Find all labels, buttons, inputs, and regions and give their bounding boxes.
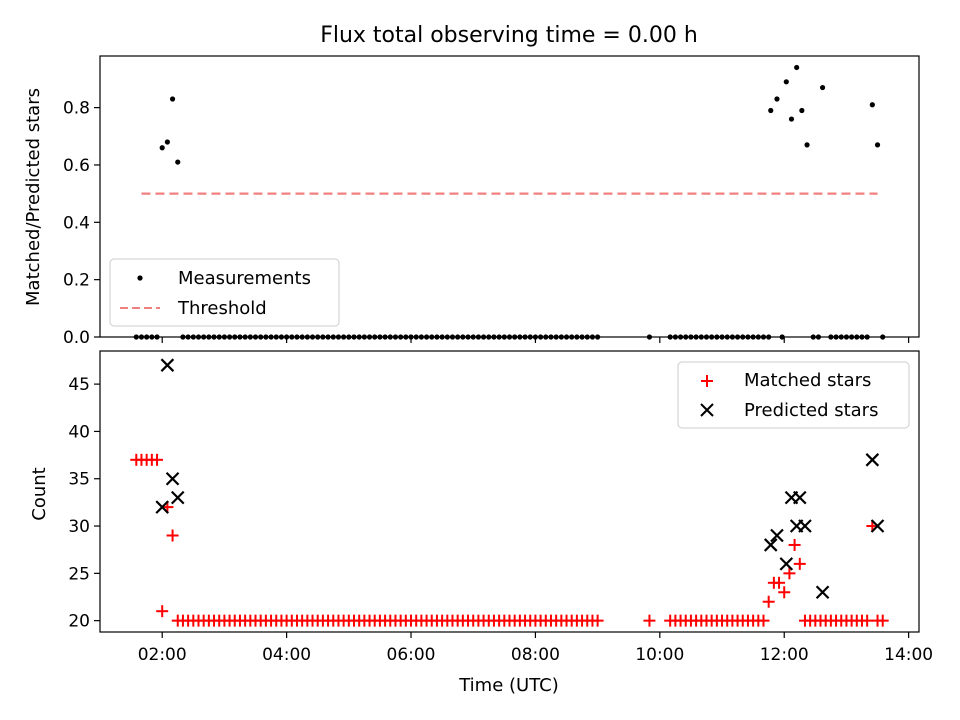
bottom-x-ticks: 02:00 04:00 06:00 08:00 10:00 12:00 14:00: [138, 632, 933, 665]
legend-marker-measurements: [137, 275, 143, 281]
point-predicted-stars: [763, 538, 778, 552]
point-predicted-stars: [160, 358, 175, 372]
top-x-ticks: [161, 337, 910, 343]
point-measurements: [819, 84, 826, 91]
bottom-ytick-label: 30: [68, 517, 90, 537]
point-measurements: [159, 145, 165, 151]
top-ytick-label: 0.4: [63, 213, 90, 233]
bottom-ytick-label: 45: [68, 375, 90, 395]
point-matched-stars: [861, 614, 874, 627]
bottom-series-layer: [130, 358, 889, 627]
legend-label-matched: Matched stars: [744, 370, 871, 391]
point-matched-stars: [778, 586, 791, 599]
bottom-legend: Matched stars Predicted stars: [677, 361, 910, 429]
legend-label-threshold: Threshold: [177, 298, 267, 319]
point-matched-stars: [156, 605, 169, 618]
point-matched-stars: [783, 567, 796, 580]
bottom-xtick-label: 02:00: [138, 645, 187, 665]
legend-label-measurements: Measurements: [178, 268, 311, 289]
top-axes-frame: [99, 55, 920, 338]
point-matched-stars: [793, 557, 806, 570]
point-predicted-stars: [865, 453, 880, 467]
top-ytick-label: 0.0: [63, 328, 90, 348]
legend-marker-predicted: [700, 403, 714, 417]
bottom-ytick-label: 35: [68, 470, 90, 490]
top-ytick-label: 0.2: [63, 271, 90, 291]
point-measurements: [175, 159, 181, 165]
point-matched-stars: [876, 614, 889, 627]
point-measurements: [804, 142, 810, 148]
bottom-ytick-label: 40: [68, 422, 90, 442]
point-measurements: [788, 116, 795, 122]
point-measurements: [799, 107, 805, 114]
chart-title: Flux total observing time = 0.00 h: [320, 23, 698, 48]
point-measurements: [794, 64, 800, 71]
point-predicted-stars: [770, 528, 784, 543]
bottom-y-ticks: 20 25 30 35 40 45: [68, 375, 100, 632]
top-y-ticks: 0.0 0.2 0.4 0.6 0.8: [63, 99, 100, 348]
point-measurements: [164, 139, 170, 145]
bottom-xtick-label: 04:00: [262, 645, 311, 665]
point-measurements: [774, 96, 780, 102]
point-measurements: [783, 79, 789, 85]
bottom-axes-frame: [99, 350, 920, 633]
point-predicted-stars: [870, 519, 885, 533]
point-predicted-stars: [779, 557, 794, 571]
point-matched-stars: [762, 595, 775, 608]
point-predicted-stars: [793, 490, 807, 505]
legend-label-predicted: Predicted stars: [744, 400, 878, 421]
point-predicted-stars: [815, 585, 830, 600]
top-y-axis-label: Matched/Predicted stars: [23, 88, 44, 306]
legend-marker-matched: [701, 375, 713, 387]
point-predicted-stars: [155, 500, 169, 514]
top-ytick-label: 0.8: [63, 99, 90, 119]
point-measurements: [869, 102, 875, 108]
point-matched-stars: [591, 614, 604, 627]
bottom-xtick-label: 06:00: [387, 645, 436, 665]
top-legend-box: [109, 258, 340, 327]
bottom-xtick-label: 10:00: [635, 645, 684, 665]
point-measurements: [169, 96, 176, 102]
point-predicted-stars: [170, 490, 185, 505]
point-matched-stars: [788, 538, 801, 551]
bottom-xtick-label: 12:00: [760, 645, 809, 665]
bottom-ytick-label: 20: [68, 612, 90, 632]
top-panel: 0.00.20.40.60.8 Matched/Predicted stars …: [23, 55, 920, 348]
point-measurements: [768, 107, 774, 114]
bottom-x-axis-label: Time (UTC): [458, 675, 559, 696]
point-matched-stars: [151, 453, 164, 466]
point-matched-stars: [757, 614, 770, 627]
top-ytick-label: 0.6: [63, 156, 90, 176]
point-matched-stars: [643, 614, 656, 627]
point-predicted-stars: [798, 519, 812, 533]
bottom-legend-box: [677, 361, 910, 429]
bottom-xtick-label: 14:00: [884, 645, 933, 665]
point-matched-stars: [773, 576, 786, 589]
top-legend: Measurements Threshold: [109, 258, 340, 327]
point-matched-stars: [166, 529, 179, 542]
bottom-y-axis-label: Count: [29, 467, 50, 520]
bottom-panel: 20 25 30 35 40 45 02:00 04:00 06:00 08:00 10:00 12…: [29, 350, 933, 696]
bottom-ytick-label: 25: [68, 564, 90, 584]
bottom-xtick-label: 08:00: [511, 645, 560, 665]
point-measurements: [874, 142, 881, 148]
point-predicted-stars: [165, 471, 180, 486]
